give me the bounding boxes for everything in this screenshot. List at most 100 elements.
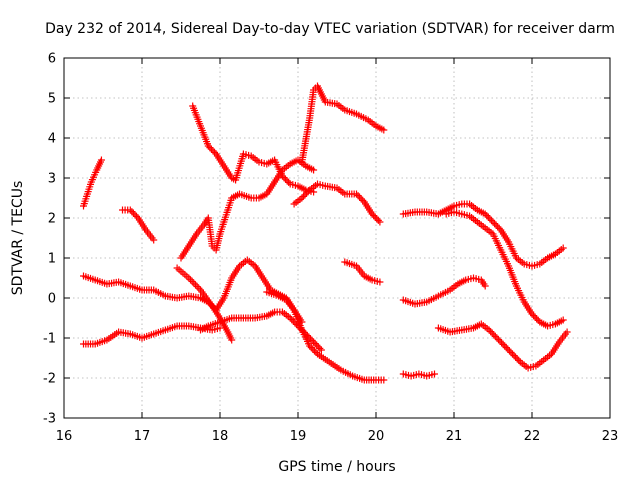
data-point [209,147,217,155]
data-point [507,348,515,356]
data-point [193,283,201,291]
data-point [487,328,495,336]
data-point [299,192,307,200]
data-point [299,327,307,335]
series-s3 [80,272,220,314]
data-point [505,347,513,355]
data-point [491,220,499,228]
data-point [303,332,311,340]
data-point [188,277,196,285]
data-point [97,156,105,164]
data-point [126,206,134,214]
data-point [488,329,496,337]
data-point [481,210,489,218]
data-point [484,213,492,221]
data-point [493,334,501,342]
data-point [307,344,315,352]
series-s10 [263,288,306,326]
series-s16 [399,274,489,308]
x-tick-label: 19 [290,429,307,444]
data-point [306,335,314,343]
data-point [286,314,294,322]
data-point [128,208,136,216]
series-s11 [290,180,384,226]
data-point [190,279,198,287]
x-axis-label: GPS time / hours [278,459,395,475]
data-point [288,316,296,324]
data-point [298,194,306,202]
data-point [211,148,219,156]
data-point [563,328,571,336]
data-point [380,376,388,384]
series-s18 [399,370,438,380]
data-point [498,339,506,347]
data-point [359,196,367,204]
data-point [310,166,318,174]
data-point [292,320,300,328]
data-point [282,175,290,183]
data-point [310,347,318,355]
data-point [129,209,137,217]
data-point [300,328,308,336]
data-point [496,337,504,345]
data-point [204,142,212,150]
data-point [499,340,507,348]
data-point [483,212,491,220]
y-tick-label: 5 [48,92,56,107]
data-point [528,310,536,318]
data-point [280,174,288,182]
data-point [376,278,384,286]
y-tick-label: 2 [48,212,56,227]
data-point [373,215,381,223]
series-s12 [298,82,388,166]
data-point [304,188,312,196]
data-point [494,223,502,231]
x-tick-label: 23 [602,429,619,444]
data-point [303,189,311,197]
series-s4 [80,322,224,348]
data-point [374,216,382,224]
data-point [559,316,567,324]
y-tick-label: 1 [48,252,56,267]
data-points [80,82,571,384]
data-point [185,274,193,282]
data-point [513,355,521,363]
data-point [494,336,502,344]
data-point [207,145,215,153]
data-point [312,348,320,356]
x-tick-label: 16 [56,429,73,444]
data-point [296,324,304,332]
x-tick-label: 20 [368,429,385,444]
data-point [431,370,438,378]
data-point [228,336,236,344]
data-point [534,316,542,324]
data-point [354,192,362,200]
data-point [510,352,518,360]
data-point [559,244,567,252]
series-s9 [197,308,325,354]
data-point [317,346,325,354]
x-tick-label: 18 [212,429,229,444]
data-point [370,212,378,220]
data-point [301,191,309,199]
data-point [368,210,376,218]
data-point [309,345,317,353]
data-point [289,317,297,325]
data-point [356,193,364,201]
series-s5 [189,102,318,196]
plot-frame [63,57,611,419]
data-point [310,338,318,346]
chart-title: Day 232 of 2014, Sidereal Day-to-day VTE… [45,21,615,37]
data-point [313,341,321,349]
series-s15 [442,208,567,330]
data-point [371,213,379,221]
x-tick-label: 21 [446,429,463,444]
data-point [486,215,494,223]
y-tick-label: -1 [43,332,56,347]
data-point [150,236,158,244]
data-point [206,144,214,152]
data-point [491,332,499,340]
x-tick-label: 22 [524,429,541,444]
data-point [509,350,516,358]
data-point [297,325,305,333]
